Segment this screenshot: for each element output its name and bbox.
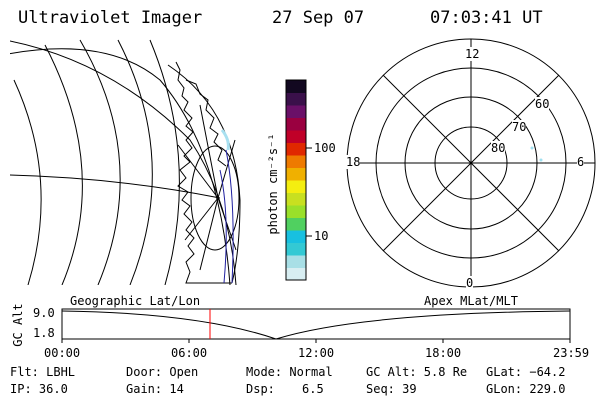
colorbar-band (286, 167, 306, 181)
colorbar-label-100: 100 (314, 141, 336, 155)
date-label: 27 Sep 07 (272, 8, 365, 28)
glon-status: GLon: 229.0 (486, 382, 566, 396)
colorbar-band (286, 92, 306, 106)
seq-status: Seq: 39 (366, 382, 417, 396)
time-tick-label: 18:00 (425, 346, 462, 360)
lon-arc (13, 79, 42, 285)
altitude-ytick-bottom: 1.8 (33, 326, 55, 340)
colorbar-unit-label: photon cm⁻²s⁻¹ (266, 133, 280, 235)
dsp-label: Dsp: (246, 382, 275, 396)
colorbar-band (286, 142, 306, 156)
lon-arc (79, 39, 121, 285)
lon-arc (117, 39, 153, 285)
mlat-label-70: 70 (512, 120, 527, 134)
instrument-title: Ultraviolet Imager (18, 8, 203, 28)
lat-arc (10, 40, 237, 285)
altitude-curve (61, 310, 571, 340)
mode-status: Mode: Normal (246, 365, 333, 379)
colorbar-band (286, 205, 306, 218)
radial-lines (177, 104, 237, 271)
colorbar-band (286, 242, 306, 256)
mlt-label-0: 0 (466, 276, 474, 290)
colorbar-band (286, 105, 306, 118)
gc-alt-status: GC Alt: 5.8 Re (366, 365, 468, 379)
altitude-ytick-top: 9.0 (33, 306, 55, 320)
aurora-point (539, 158, 543, 162)
orbit-track (219, 169, 227, 284)
mlt-label-6: 6 (577, 155, 585, 169)
mlt-label-12: 12 (465, 47, 480, 61)
polar-plot (346, 38, 596, 288)
color-scale-frame (285, 79, 307, 281)
colorbar-band (286, 180, 306, 193)
lon-arc (44, 44, 83, 285)
ip-status: IP: 36.0 (10, 382, 68, 396)
colorbar-band (286, 80, 306, 93)
altitude-frame (61, 308, 571, 340)
mlat-label-80: 80 (491, 141, 506, 155)
colorbar-band (286, 267, 306, 281)
lat-arc (10, 48, 231, 285)
filter-status: Flt: LBHL (10, 365, 76, 379)
dsp-value: 6.5 (302, 382, 324, 396)
colorbar-band (286, 192, 306, 206)
colorbar-band (286, 117, 306, 131)
mlt-diagonal (382, 74, 560, 252)
geographic-coords-title: Geographic Lat/Lon (70, 294, 201, 308)
time-tick-label: 23:59 (553, 346, 590, 360)
time-tick-label: 06:00 (171, 346, 208, 360)
apex-coords-title: Apex MLat/MLT (424, 294, 518, 308)
mlat-label-60: 60 (535, 97, 550, 111)
time-tick-label: 00:00 (44, 346, 81, 360)
orbit-track (225, 149, 234, 284)
lon-arc (149, 39, 180, 285)
altitude-ylabel: GC Alt (11, 303, 25, 347)
colorbar-band (286, 155, 306, 168)
coastline-inner (185, 79, 227, 167)
colorbar-band (286, 255, 306, 268)
gain-status: Gain: 14 (126, 382, 184, 396)
observation-circle (190, 145, 240, 251)
time-label: 07:03:41 UT (430, 8, 543, 28)
altitude-plot (61, 308, 571, 343)
aurora-point (530, 146, 534, 150)
door-status: Door: Open (126, 365, 199, 379)
coastline (175, 61, 232, 284)
geographic-map (10, 39, 241, 285)
colorbar-band (286, 217, 306, 231)
glat-status: GLat: −64.2 (486, 365, 566, 379)
aurora-emission (220, 129, 230, 151)
time-tick-label: 12:00 (298, 346, 335, 360)
colorbar-label-10: 10 (314, 229, 329, 243)
color-scale-bar (286, 80, 306, 281)
colorbar-band (286, 230, 306, 243)
mlt-label-18: 18 (346, 155, 361, 169)
lat-line (10, 174, 221, 199)
colorbar-band (286, 130, 306, 143)
